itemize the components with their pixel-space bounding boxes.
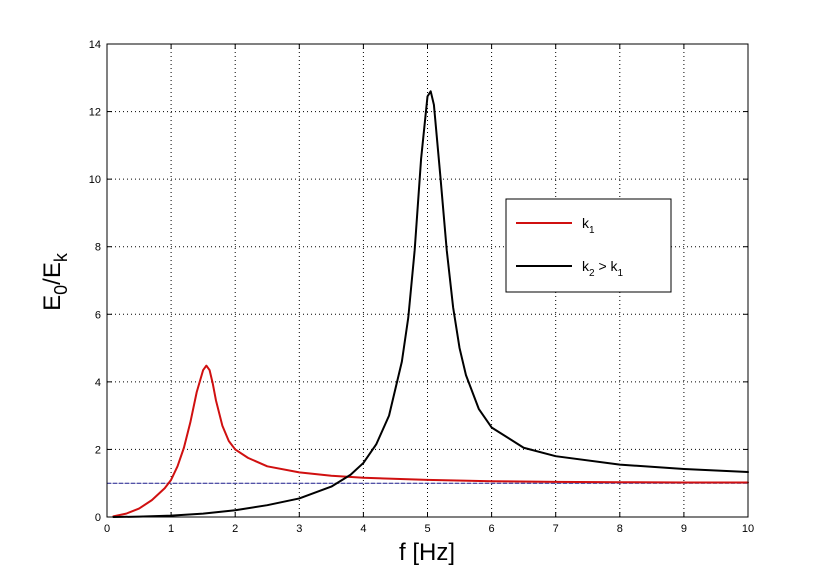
x-tick-label: 1	[168, 523, 174, 535]
x-tick-label: 3	[296, 523, 302, 535]
x-axis-label: f [Hz]	[399, 539, 455, 566]
x-tick-label: 8	[617, 523, 623, 535]
y-axis-label: E0/Ek	[39, 252, 71, 311]
y-tick-label: 14	[89, 39, 101, 51]
x-tick-label: 9	[681, 523, 687, 535]
legend-label-k2: k2 > k1	[582, 258, 624, 279]
y-tick-label: 12	[89, 107, 101, 119]
x-tick-label: 4	[360, 523, 366, 535]
y-tick-label: 6	[95, 309, 101, 321]
x-tick-label: 10	[742, 523, 754, 535]
x-tick-label: 6	[489, 523, 495, 535]
x-tick-label: 5	[424, 523, 430, 535]
x-tick-label: 0	[104, 523, 110, 535]
x-tick-label: 2	[232, 523, 238, 535]
y-tick-label: 0	[95, 512, 101, 524]
legend: k1 k2 > k1	[505, 198, 672, 293]
y-tick-label: 4	[95, 377, 101, 389]
legend-box	[505, 198, 672, 293]
y-axis-label-main: E	[39, 295, 66, 311]
y-tick-label: 2	[95, 444, 101, 456]
y-tick-label: 8	[95, 242, 101, 254]
y-axis-label-sep: /E	[39, 262, 66, 285]
series-layer	[106, 90, 749, 518]
series-k2-line	[112, 90, 749, 518]
series-k1-line	[112, 364, 749, 518]
legend-label-k1: k1	[582, 215, 595, 236]
y-axis-label-sub2: k	[51, 252, 71, 262]
x-tick-label: 7	[553, 523, 559, 535]
y-axis-label-sub1: 0	[51, 285, 71, 295]
y-tick-label: 10	[89, 174, 101, 186]
